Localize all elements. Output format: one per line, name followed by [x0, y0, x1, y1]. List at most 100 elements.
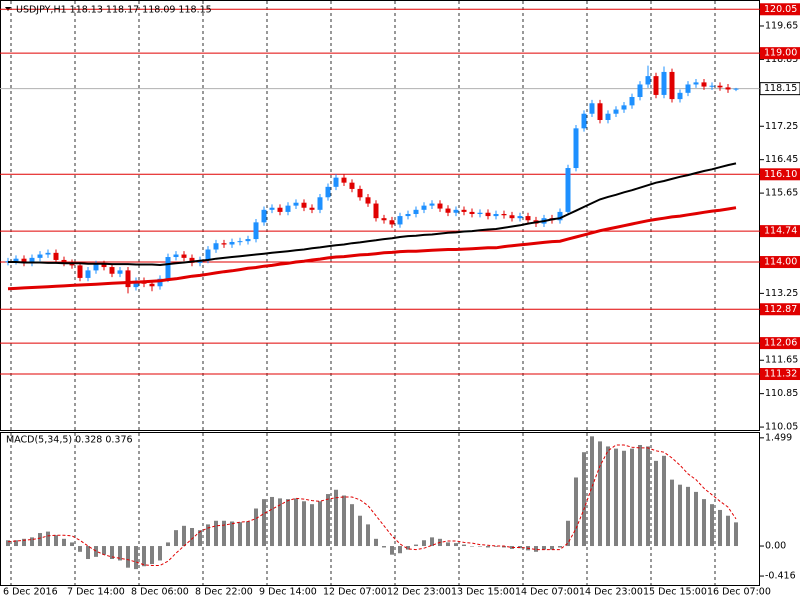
y-tick-label: 115.65 [765, 188, 798, 199]
candle-body [413, 209, 419, 214]
candle-body [629, 97, 635, 106]
macd-bar [182, 525, 186, 547]
candle-body [389, 220, 395, 225]
candle-body [237, 241, 243, 243]
macd-bar [118, 546, 122, 561]
macd-bar [310, 504, 314, 547]
level-label: 119.00 [764, 48, 797, 59]
macd-bar [582, 452, 586, 547]
candle-body [437, 203, 443, 209]
level-label-box [760, 3, 800, 16]
x-tick-label: 6 Dec 2016 [3, 587, 58, 598]
x-tick-label: 12 Dec 07:00 [323, 587, 387, 598]
level-label-box [760, 368, 800, 381]
grid [0, 1, 760, 585]
macd-bar [270, 496, 274, 547]
macd-bar [454, 543, 458, 547]
macd-bar [70, 542, 74, 547]
macd-bar [350, 504, 354, 547]
macd-bar [590, 436, 594, 547]
candle-body [53, 252, 59, 260]
candle-body [565, 168, 571, 212]
macd-bar [86, 546, 90, 560]
macd-bar [358, 515, 362, 547]
last-price-label: 118.15 [764, 83, 797, 94]
level-label-box [760, 256, 800, 269]
candle-body [125, 270, 131, 288]
candle-body [525, 216, 531, 221]
macd-bar [470, 546, 474, 547]
candle-body [357, 188, 363, 198]
macd-bar [150, 546, 154, 565]
macd-bar [446, 542, 450, 547]
moving-average [8, 162, 737, 267]
candle-body [645, 76, 651, 85]
macd-bar [422, 540, 426, 547]
level-label: 116.10 [764, 169, 797, 180]
macd-bar [542, 546, 546, 550]
x-tick-label: 14 Dec 07:00 [515, 587, 579, 598]
x-tick-label: 14 Dec 23:00 [579, 587, 643, 598]
macd-bar [62, 538, 66, 547]
candle-body [109, 267, 115, 274]
macd-bar [54, 535, 58, 547]
macd-bar [462, 544, 466, 547]
chart-title: USDJPY,H1 118.13 118.17 118.09 118.15 [16, 5, 212, 16]
plot: 6 Dec 2016 7 Dec 14:00 8 Dec 06:00 8 Dec 22… [3, 3, 800, 598]
candle-body [653, 76, 659, 95]
macd-bar [510, 546, 514, 549]
macd-bar [486, 546, 490, 548]
macd-bar [198, 530, 202, 547]
candle-body [341, 177, 347, 183]
candle-body [245, 239, 251, 242]
macd-bar [574, 477, 578, 547]
candle-body [301, 202, 307, 208]
macd-bar [662, 455, 666, 547]
macd-bar [646, 446, 650, 547]
candle-body [189, 257, 195, 263]
macd-bar [702, 499, 706, 547]
last-price-box [759, 82, 800, 96]
macd-bar [190, 527, 194, 547]
macd-bar [710, 504, 714, 547]
macd-bar [414, 544, 418, 547]
candle-body [477, 212, 483, 214]
candle-body [229, 241, 235, 245]
macd-bar [550, 546, 554, 550]
candle-body [701, 82, 707, 87]
y-tick-label: 1.499 [765, 432, 792, 443]
candle-body [685, 84, 691, 93]
candle-body [469, 211, 475, 214]
x-tick-label: 13 Dec 15:00 [451, 587, 515, 598]
macd-bar [342, 495, 346, 547]
level-label: 112.87 [764, 304, 797, 315]
macd-bar [598, 441, 602, 547]
macd-bar [262, 499, 266, 547]
macd-bar [334, 489, 338, 547]
candle-body [717, 85, 723, 88]
candle-body [45, 252, 51, 255]
macd-bar [94, 546, 98, 557]
macd-bar [374, 538, 378, 547]
candle-body [637, 84, 643, 98]
macd-bar [726, 515, 730, 547]
macd-bar [214, 520, 218, 547]
candle-body [325, 186, 331, 198]
macd-bar [230, 521, 234, 547]
macd-bar [110, 546, 114, 560]
candle-body [429, 203, 435, 206]
macd-bar [46, 531, 50, 547]
macd-bar [102, 546, 106, 555]
candle-body [573, 128, 579, 169]
main-panel-frame [0, 0, 760, 431]
candle-body [349, 182, 355, 189]
candle-body [397, 216, 403, 225]
level-label: 114.00 [764, 257, 797, 268]
macd-bar [406, 546, 410, 550]
candle-body [453, 209, 459, 213]
macd-bar [614, 448, 618, 547]
candle-body [485, 212, 491, 217]
macd-bar [22, 538, 26, 547]
candle-body [373, 203, 379, 219]
